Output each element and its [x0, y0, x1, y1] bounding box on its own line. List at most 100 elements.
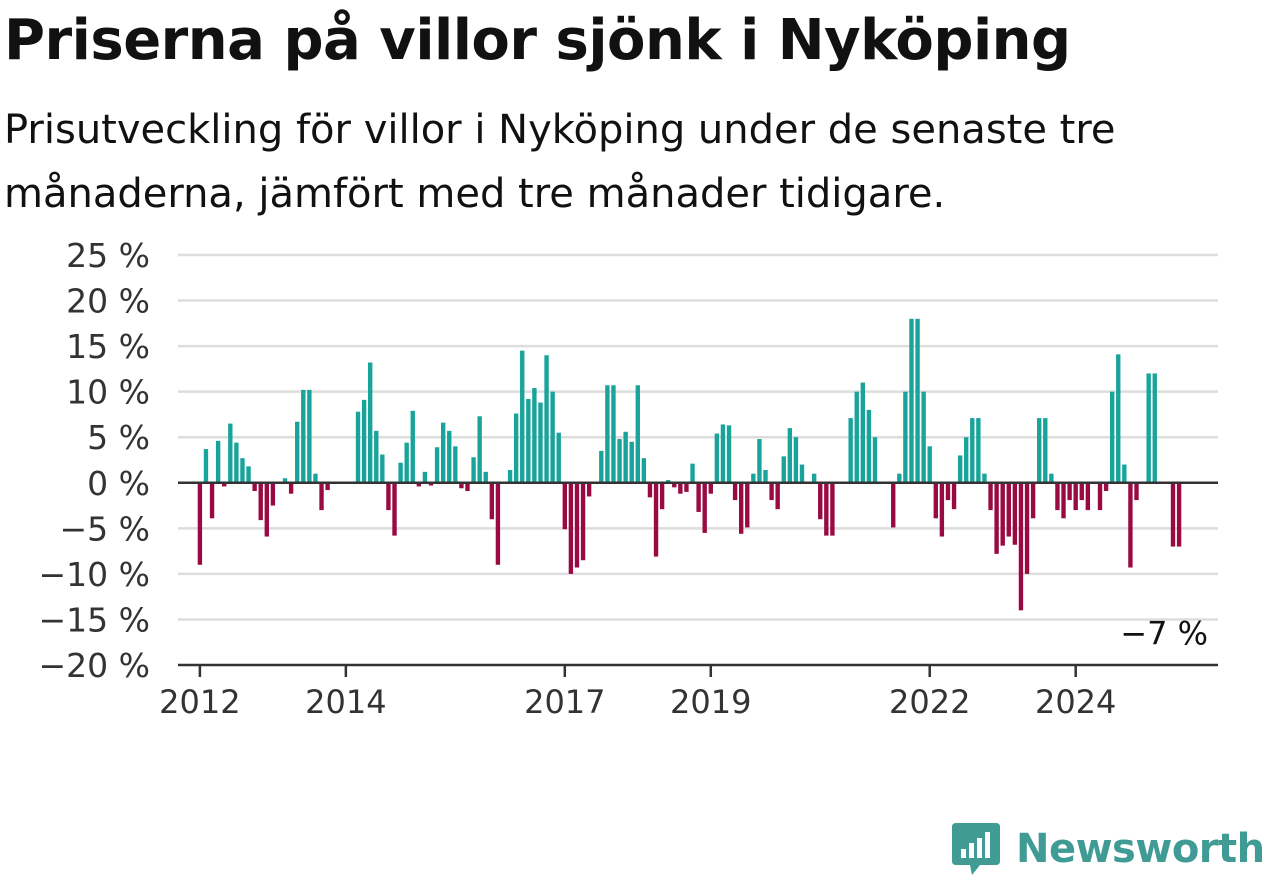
- bar: [574, 482, 580, 568]
- bar: [605, 385, 610, 483]
- bar: [532, 388, 537, 483]
- bar: [872, 437, 878, 483]
- x-tick-label: 2024: [1035, 683, 1116, 721]
- bar: [404, 442, 409, 483]
- bar: [659, 482, 665, 510]
- bar: [738, 482, 744, 534]
- bar: [1170, 482, 1176, 547]
- bar: [994, 482, 999, 554]
- bar: [197, 482, 203, 565]
- bar: [617, 439, 622, 483]
- bar: [288, 482, 294, 494]
- bar: [264, 482, 269, 537]
- bar: [1085, 482, 1091, 511]
- bar: [714, 433, 720, 483]
- bar: [702, 482, 707, 533]
- bar: [203, 449, 209, 483]
- bar: [1024, 482, 1030, 574]
- bar: [1037, 418, 1042, 483]
- axes: [178, 481, 1218, 677]
- bar: [708, 482, 713, 494]
- bar: [860, 382, 866, 483]
- y-tick-label: −20 %: [39, 646, 151, 685]
- bar: [799, 464, 805, 483]
- bar: [246, 466, 251, 483]
- bar: [392, 482, 397, 536]
- bar: [434, 447, 440, 483]
- bar: [1097, 482, 1103, 511]
- bar: [361, 399, 367, 483]
- bar: [1073, 482, 1078, 511]
- newsworthy-logo-text: Newsworthy: [1016, 826, 1262, 872]
- y-tick-label: 25 %: [66, 236, 150, 275]
- bar: [307, 389, 312, 483]
- bar: [215, 440, 221, 483]
- bar: [781, 456, 786, 483]
- bar: [325, 482, 330, 491]
- bar: [258, 482, 263, 521]
- bar: [550, 391, 555, 483]
- bar: [459, 482, 464, 489]
- bar: [751, 473, 756, 483]
- bar: [301, 389, 306, 483]
- y-tick-label: −15 %: [39, 600, 151, 639]
- y-axis-tick-labels: 25 % 20 % 15 % 10 % 5 % 0 % −5 % −10 % −15 % −20 …: [39, 236, 151, 685]
- bar: [732, 482, 738, 501]
- bar: [666, 480, 671, 483]
- bar: [897, 473, 902, 483]
- x-tick-label: 2012: [159, 683, 240, 721]
- bar: [976, 418, 981, 483]
- bar: [818, 482, 823, 520]
- bar: [1079, 482, 1084, 501]
- bar: [398, 462, 403, 483]
- bar: [1006, 482, 1011, 537]
- bar: [228, 423, 233, 483]
- bar: [1030, 482, 1036, 519]
- bar: [891, 482, 896, 528]
- grid-lines: [178, 253, 1218, 621]
- bar: [495, 482, 501, 565]
- bar: [440, 422, 446, 483]
- bar: [477, 416, 482, 483]
- bar: [1176, 482, 1182, 547]
- bar: [775, 482, 780, 510]
- bars: [197, 318, 1182, 611]
- newsworthy-logo-icon: [952, 823, 1000, 875]
- bar: [520, 350, 525, 483]
- bar-chart: 25 % 20 % 15 % 10 % 5 % 0 % −5 % −10 % −15 % −20 …: [39, 236, 1218, 721]
- bar: [611, 385, 616, 483]
- y-tick-label: 20 %: [66, 282, 150, 321]
- bar: [410, 410, 415, 483]
- bar: [939, 482, 945, 537]
- bar: [720, 424, 726, 483]
- bar: [1049, 473, 1054, 483]
- bar: [757, 439, 762, 483]
- bar: [1122, 464, 1127, 483]
- bar: [811, 473, 817, 483]
- bar: [623, 431, 628, 483]
- x-axis-tick-labels: 2012 2014 2017 2019 2022 2024: [159, 683, 1116, 721]
- bar: [988, 482, 993, 511]
- bar: [769, 482, 774, 501]
- bar: [1128, 482, 1133, 568]
- bar: [915, 318, 920, 483]
- bar: [684, 482, 689, 492]
- bar: [471, 457, 476, 483]
- bar: [824, 482, 829, 536]
- bar: [1067, 482, 1072, 501]
- bar: [374, 430, 379, 483]
- bar: [453, 446, 458, 483]
- bar: [982, 473, 987, 483]
- newsworthy-logo: Newsworthy: [950, 818, 1262, 880]
- bar: [355, 411, 361, 483]
- bar: [538, 402, 543, 483]
- bar: [513, 413, 519, 483]
- bar: [921, 391, 926, 483]
- bar: [447, 430, 452, 483]
- bar: [416, 482, 422, 487]
- bar: [1018, 482, 1024, 611]
- x-tick-label: 2017: [524, 683, 605, 721]
- bar: [745, 482, 750, 528]
- bar: [580, 482, 586, 561]
- bar: [368, 362, 373, 483]
